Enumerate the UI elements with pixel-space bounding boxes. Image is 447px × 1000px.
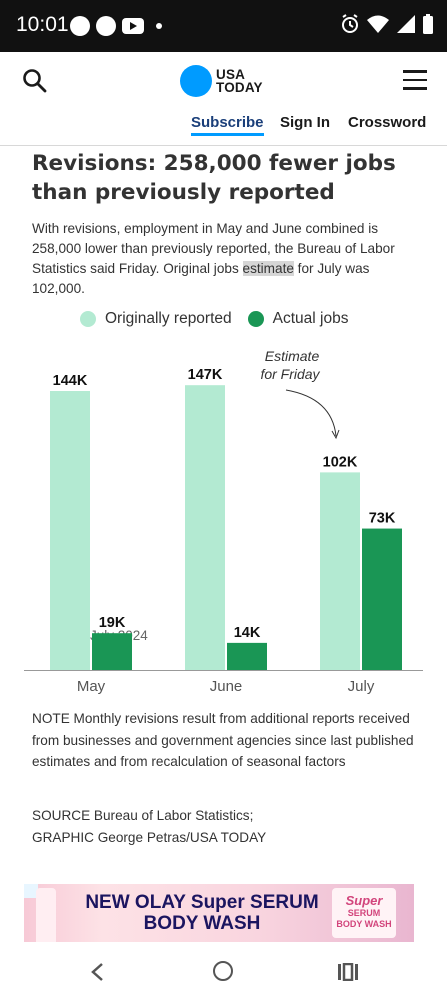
crossword-link[interactable]: Crossword: [348, 114, 427, 131]
data-label-actual-july: 73K: [369, 511, 396, 527]
badge-line3: BODY WASH: [336, 919, 392, 929]
bar-original-june: [185, 385, 225, 670]
annotation-arrow-line: [285, 389, 337, 437]
article-body: Revisions: 258,000 fewer jobs than previ…: [32, 146, 422, 299]
x-axis-label-may: May: [77, 678, 106, 695]
bar-actual-july: [362, 528, 402, 670]
dek-highlight: estimate: [242, 261, 294, 276]
data-label-actual-may: 19K: [99, 615, 126, 631]
advertisement-banner[interactable]: NEW OLAY Super SERUM BODY WASH Super SER…: [24, 884, 414, 942]
ad-choices-icon[interactable]: [24, 884, 38, 898]
recents-icon[interactable]: [337, 963, 359, 981]
bar-actual-june: [227, 642, 267, 670]
alarm-icon: [342, 14, 358, 33]
dek-text-after: for July was 102,000.: [32, 261, 370, 296]
system-navigation-bar: [0, 945, 447, 1000]
chart-description: With revisions, employment in May and Ju…: [32, 219, 422, 299]
data-label-original-june: 147K: [188, 367, 223, 383]
chart-note: NOTE Monthly revisions result from addit…: [32, 711, 414, 769]
data-label-actual-june: 14K: [234, 625, 261, 641]
legend-label-actual: Actual jobs: [272, 310, 349, 327]
home-icon[interactable]: [213, 961, 233, 981]
data-label-original-may: 144K: [53, 373, 88, 389]
dek-text-before: With revisions, employment in May and Ju…: [32, 221, 395, 276]
logo-line-2: TODAY: [216, 80, 263, 95]
legend-item-original: Originally reported: [80, 310, 232, 328]
usa-today-logo[interactable]: USA TODAY: [180, 65, 263, 97]
annotation-arrow-head: [331, 429, 340, 440]
source-line: SOURCE Bureau of Labor Statistics;: [32, 808, 254, 823]
legend-swatch-original: [80, 311, 96, 327]
x-axis-label-july: July: [348, 678, 375, 695]
subscribe-link[interactable]: Subscribe: [191, 114, 264, 136]
logo-text: USA TODAY: [216, 67, 263, 95]
ad-headline-line2: BODY WASH: [143, 913, 261, 934]
data-label-original-july: 102K: [323, 454, 358, 470]
youtube-icon: [122, 18, 144, 34]
legend-swatch-actual: [247, 311, 264, 327]
status-bar: 10:01: [0, 0, 447, 52]
x-axis-label-june: June: [210, 678, 243, 695]
bar-original-july: [320, 472, 360, 670]
wifi-icon: [367, 15, 389, 33]
logo-line-1: USA: [216, 67, 246, 82]
battery-icon: [423, 14, 433, 34]
notification-icons: [70, 16, 162, 36]
back-icon[interactable]: [90, 962, 104, 982]
chart-legend: Originally reported Actual jobs: [80, 310, 364, 328]
legend-label-original: Originally reported: [105, 310, 232, 327]
logo-dot: [180, 65, 212, 97]
system-icons: [341, 14, 433, 34]
header-nav: Subscribe Sign In Crossword: [0, 114, 447, 136]
messenger-icon: [96, 16, 116, 36]
sign-in-link[interactable]: Sign In: [280, 114, 330, 131]
annotation-text-line1: Estimate: [265, 348, 320, 364]
graphic-credit: GRAPHIC George Petras/USA TODAY: [32, 829, 267, 845]
site-header: USA TODAY Subscribe Sign In Crossword: [0, 52, 447, 146]
annotation-text-line2: for Friday: [260, 366, 320, 382]
ad-headline: NEW OLAY Super SERUM BODY WASH: [62, 892, 342, 934]
search-icon[interactable]: [22, 68, 48, 94]
legend-item-actual: Actual jobs: [247, 310, 349, 328]
product-bottle-image: [36, 888, 56, 942]
bar-actual-may: [92, 633, 132, 670]
headline: Revisions: 258,000 fewer jobs than previ…: [32, 151, 396, 205]
bar-original-may: [50, 391, 90, 670]
badge-line1: Super: [345, 893, 383, 908]
hamburger-menu-icon[interactable]: [403, 70, 427, 90]
product-badge: Super SERUM BODY WASH: [332, 888, 396, 938]
messenger-icon: [70, 16, 90, 36]
bar-chart: July 2024144K19KMay147K14KJune102K73KJul…: [24, 348, 423, 695]
badge-line2: SERUM: [347, 908, 381, 918]
signal-icon: [397, 15, 415, 33]
ad-headline-line1: NEW OLAY Super SERUM: [85, 892, 319, 913]
dot-icon: [156, 23, 162, 29]
status-time: 10:01: [16, 13, 69, 36]
chart-source: SOURCE Bureau of Labor Statistics; GRAPH…: [32, 805, 417, 848]
